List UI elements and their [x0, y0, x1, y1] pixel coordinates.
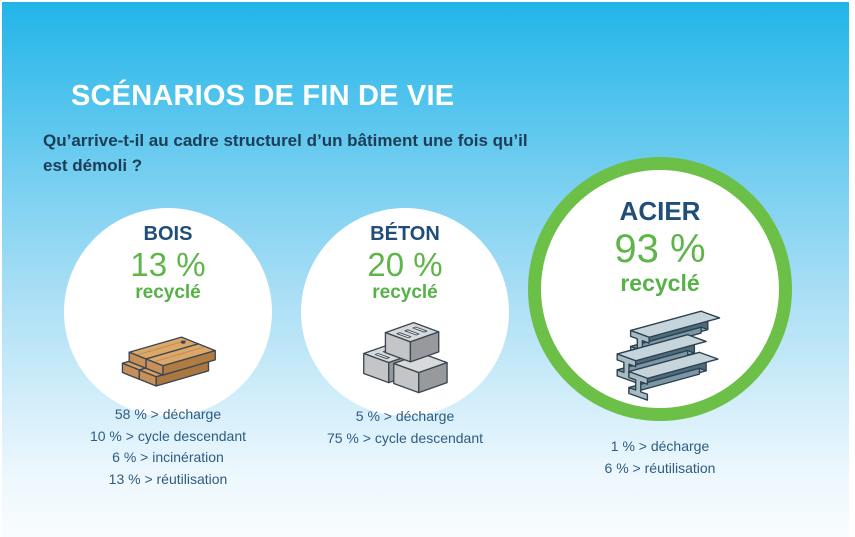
breakdown-line: 5 % > décharge	[355, 408, 455, 424]
concrete-blocks-icon	[363, 322, 448, 394]
breakdown-line: 13 % > réutilisation	[108, 470, 228, 487]
steel-highlight-circle: ACIER 93 % recyclé	[528, 157, 792, 421]
breakdown-line: 6 % > incinération	[112, 449, 224, 465]
steel-recycled-percent: 93 %	[614, 227, 706, 271]
steel-recycled-label: recyclé	[620, 270, 700, 296]
concrete-recycled-label: recyclé	[372, 282, 438, 303]
wood-planks-icon	[121, 336, 216, 387]
steel-beams-icon	[616, 310, 721, 401]
wood-name-label: BOIS	[143, 223, 193, 245]
steel-name-label: ACIER	[619, 196, 701, 226]
breakdown-line: 10 % > cycle descendant	[89, 427, 247, 444]
wood-circle: BOIS 13 % recyclé	[64, 208, 272, 416]
breakdown-line: 75 % > cycle descendant	[326, 429, 484, 446]
wood-recycled-label: recyclé	[135, 282, 201, 303]
page-title: SCÉNARIOS DE FIN DE VIE	[71, 80, 455, 112]
concrete-breakdown-list: 5 % > décharge 75 % > cycle descendant	[301, 406, 509, 449]
breakdown-line: 6 % > réutilisation	[604, 459, 716, 476]
breakdown-line: 58 % > décharge	[114, 406, 222, 422]
concrete-name-label: BÉTON	[370, 223, 440, 245]
concrete-circle: BÉTON 20 % recyclé	[301, 208, 509, 416]
breakdown-line: 1 % > décharge	[610, 438, 710, 454]
wood-recycled-percent: 13 %	[130, 246, 206, 283]
wood-breakdown-list: 58 % > décharge 10 % > cycle descendant …	[64, 404, 272, 490]
steel-breakdown-list: 1 % > décharge 6 % > réutilisation	[528, 436, 792, 479]
page-subtitle: Qu’arrive-t-il au cadre structurel d’un …	[43, 131, 528, 175]
concrete-recycled-percent: 20 %	[367, 246, 443, 283]
